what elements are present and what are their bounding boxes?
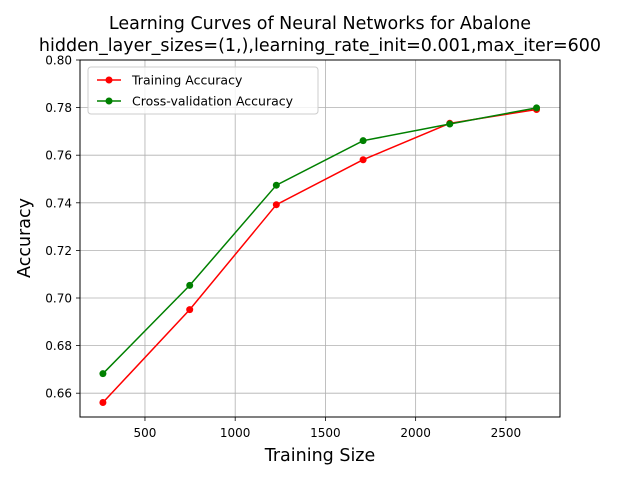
y-tick-label: 0.70: [45, 292, 72, 306]
x-tick-label: 1500: [310, 426, 341, 440]
x-tick-label: 2000: [400, 426, 431, 440]
cross-validation-accuracy-point: [99, 370, 107, 378]
plot-frame: [79, 59, 561, 418]
y-tick-label: 0.74: [45, 196, 72, 210]
y-axis-label: Accuracy: [15, 198, 35, 278]
x-axis-label: Training Size: [264, 446, 376, 466]
training-accuracy-point: [99, 398, 107, 406]
legend: Training Accuracy Cross-validation Accura…: [87, 66, 319, 115]
chart-title-line-2: hidden_layer_sizes=(1,),learning_rate_in…: [39, 36, 601, 56]
y-tick-label: 0.72: [45, 244, 72, 258]
legend-cross-validation-accuracy-label: Cross-validation Accuracy: [132, 94, 294, 109]
tick-layer: 500 1000 1500 2000 2500 0.66 0.68 0.70 0.72 0.74 0…: [45, 54, 521, 441]
cross-validation-accuracy-point: [359, 137, 367, 145]
chart-title-line-1: Learning Curves of Neural Networks for A…: [109, 14, 531, 34]
legend-cross-validation-accuracy-marker: [105, 97, 113, 105]
cross-validation-accuracy-line: [102, 107, 537, 375]
y-tick-label: 0.68: [45, 339, 72, 353]
legend-training-accuracy-label: Training Accuracy: [131, 73, 243, 88]
training-accuracy-point: [359, 156, 367, 164]
legend-training-accuracy-marker: [105, 76, 113, 84]
cross-validation-accuracy-point: [272, 181, 280, 189]
cross-validation-accuracy-point: [533, 104, 541, 112]
training-accuracy-point: [186, 306, 194, 314]
x-tick-label: 500: [134, 426, 157, 440]
cross-validation-accuracy-point: [446, 120, 454, 128]
cross-validation-accuracy-point: [186, 281, 194, 289]
y-tick-label: 0.80: [45, 54, 72, 68]
legend-box: [87, 66, 319, 115]
training-accuracy-line: [102, 108, 537, 403]
y-tick-label: 0.78: [45, 101, 72, 115]
y-tick-label: 0.66: [45, 387, 72, 401]
series-layer: [99, 104, 541, 406]
y-tick-label: 0.76: [45, 149, 72, 163]
training-accuracy-point: [272, 201, 280, 209]
x-tick-label: 2500: [491, 426, 522, 440]
x-tick-label: 1000: [220, 426, 251, 440]
